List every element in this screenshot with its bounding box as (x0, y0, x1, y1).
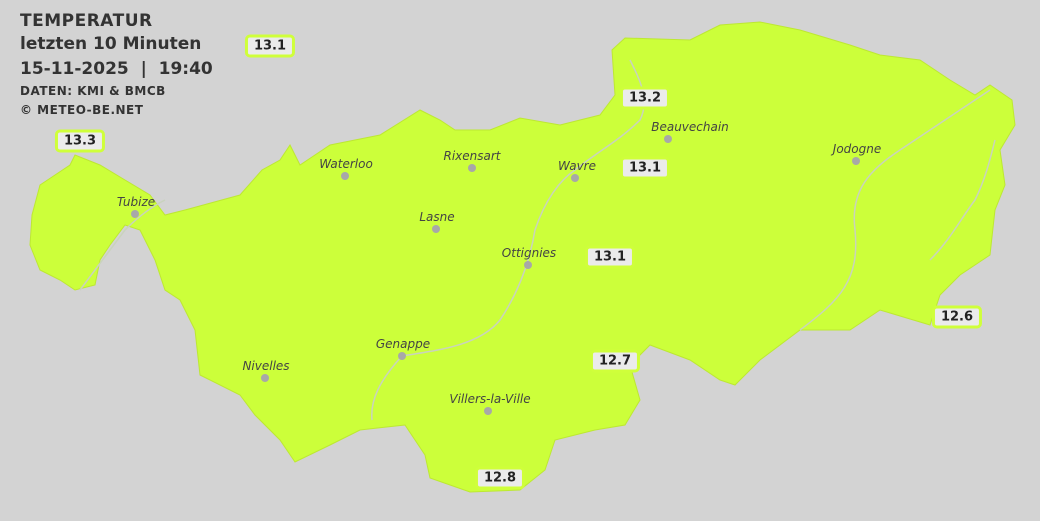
town-dot (398, 352, 406, 360)
town-dot (432, 225, 440, 233)
copyright: © METEO-BE.NET (20, 103, 144, 117)
town-dot (664, 135, 672, 143)
temperature-label[interactable]: 12.8 (474, 466, 526, 490)
town-dot (524, 261, 532, 269)
town-dot (468, 164, 476, 172)
town-label: Villers-la-Ville (449, 392, 531, 406)
town-dot (484, 407, 492, 415)
map-subtitle: letzten 10 Minuten (20, 34, 202, 54)
town-label: Beauvechain (651, 120, 729, 134)
region-shape (29, 21, 1016, 493)
temperature-label[interactable]: 12.7 (589, 349, 641, 373)
data-source: DATEN: KMI & BMCB (20, 84, 166, 98)
river-senne (79, 199, 166, 291)
temperature-label[interactable]: 13.2 (619, 86, 671, 110)
river-gete (799, 89, 996, 331)
map-datetime: 15-11-2025 | 19:40 (20, 59, 213, 79)
town-dot (852, 157, 860, 165)
town-label: Lasne (419, 210, 455, 224)
town-label: Jodogne (832, 142, 882, 156)
town-label: Tubize (116, 195, 156, 209)
map-title: TEMPERATUR (20, 11, 153, 31)
town-dot (571, 174, 579, 182)
town-label: Wavre (558, 159, 596, 173)
map-header: TEMPERATUR letzten 10 Minuten 15-11-2025… (20, 10, 213, 120)
town-label: Genappe (375, 337, 431, 351)
temperature-label[interactable]: 13.3 (54, 129, 106, 153)
town-dot (341, 172, 349, 180)
town-label: Ottignies (501, 246, 557, 260)
town-label: Rixensart (443, 149, 501, 163)
temperature-label[interactable]: 13.1 (584, 245, 636, 269)
town-label: Waterloo (319, 157, 373, 171)
temperature-label[interactable]: 13.1 (619, 156, 671, 180)
town-label: Nivelles (242, 359, 290, 373)
town-dot (261, 374, 269, 382)
temperature-label[interactable]: 13.1 (244, 34, 296, 58)
river-dyle (371, 59, 645, 421)
temperature-label[interactable]: 12.6 (931, 305, 983, 329)
town-dot (131, 210, 139, 218)
